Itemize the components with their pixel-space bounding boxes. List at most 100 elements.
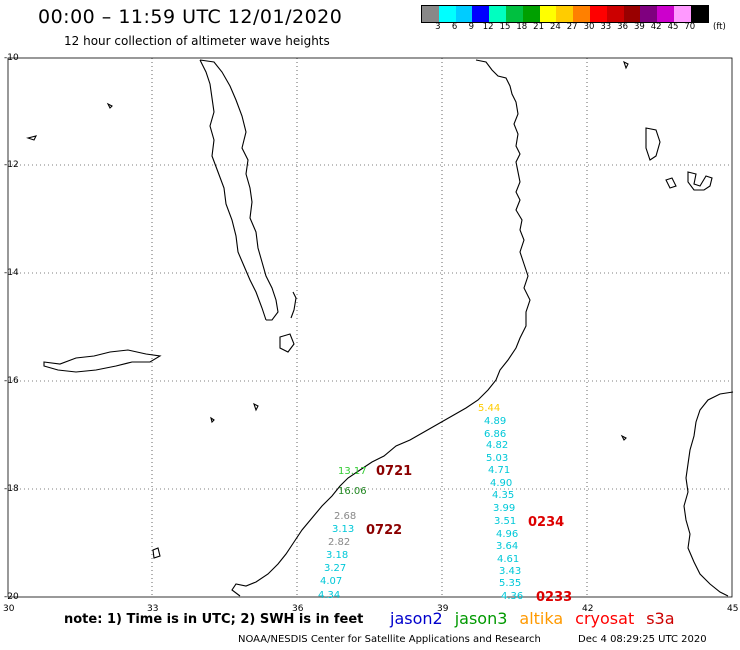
color-scale-swatch — [489, 6, 506, 22]
color-scale-tick-label: 18 — [516, 22, 528, 32]
lat-label-20: -20 — [4, 592, 19, 602]
lon-label-36: 36 — [292, 604, 304, 614]
color-scale-tick-label: 42 — [650, 22, 662, 32]
pass-time-label: 0233 — [536, 590, 573, 605]
madagascar-coast — [683, 391, 734, 597]
wave-height-label: 3.64 — [496, 541, 519, 552]
wave-height-label: 4.82 — [486, 440, 509, 451]
footer-credit: NOAA/NESDIS Center for Satellite Applica… — [238, 634, 541, 645]
chart-subtitle: 12 hour collection of altimeter wave hei… — [64, 34, 330, 48]
lon-label-42: 42 — [582, 604, 594, 614]
wave-height-label: 5.03 — [486, 453, 509, 464]
map-frame — [7, 57, 733, 598]
wave-height-label: 3.18 — [326, 550, 349, 561]
color-scale-tick-label: 12 — [482, 22, 494, 32]
lake-malawi — [199, 59, 279, 321]
wave-height-label: 4.71 — [488, 465, 511, 476]
lat-label-12: -12 — [4, 160, 19, 170]
wave-height-label: 4.34 — [318, 590, 341, 601]
lat-label-18: -18 — [4, 484, 19, 494]
wave-height-label: 13.17 — [338, 466, 367, 477]
legend-jason3: jason3 — [454, 609, 508, 628]
wave-height-label: 2.68 — [334, 511, 357, 522]
color-scale-tick-label: 15 — [499, 22, 511, 32]
color-scale-tick-label: 30 — [583, 22, 595, 32]
wave-height-label: 5.35 — [499, 578, 522, 589]
tz-moz-coast — [231, 59, 531, 597]
lon-label-30: 30 — [3, 604, 15, 614]
pass-time-label: 0722 — [366, 523, 403, 538]
color-scale-tick-label: 21 — [533, 22, 544, 32]
comoros-island-4 — [623, 60, 629, 70]
wave-height-label: 2.82 — [328, 537, 351, 548]
lon-label-45: 45 — [727, 604, 739, 614]
islet-4 — [210, 416, 215, 424]
legend-cryosat: cryosat — [575, 609, 635, 628]
wave-height-label: 3.27 — [324, 563, 347, 574]
wave-height-label: 4.36 — [501, 591, 524, 602]
wave-height-label: 4.96 — [496, 529, 519, 540]
lake-malawi-south — [290, 291, 297, 319]
island-small — [279, 333, 295, 353]
footer-timestamp: Dec 4 08:29:25 UTC 2020 — [578, 634, 707, 645]
islet-3 — [620, 434, 627, 441]
color-scale-swatch — [657, 6, 674, 22]
islet-1 — [253, 402, 259, 412]
grid-lines — [8, 58, 732, 597]
coastlines — [26, 59, 734, 597]
wave-height-label: 4.90 — [490, 478, 513, 489]
color-scale-unit: (ft) — [713, 22, 726, 32]
color-scale-swatch — [606, 6, 624, 22]
wave-height-label: 4.61 — [497, 554, 520, 565]
color-scale-swatch — [422, 6, 439, 22]
color-scale-tick-label: 3 — [435, 22, 441, 32]
color-scale-labels: 3 6 9 12 15 18 21 24 27 30 33 36 39 42 45 70 — [421, 22, 721, 34]
color-scale-swatch — [589, 6, 607, 22]
color-scale-swatch — [455, 6, 473, 22]
legend-altika: altika — [519, 609, 564, 628]
islet-2 — [152, 547, 161, 559]
color-scale-swatch — [472, 6, 490, 22]
wave-height-label: 16.06 — [338, 486, 367, 497]
lon-label-39: 39 — [437, 604, 449, 614]
color-scale-tick-label: 33 — [600, 22, 612, 32]
pass-time-label: 0721 — [376, 464, 413, 479]
color-scale-swatch — [556, 6, 574, 22]
wave-height-label: 5.44 — [478, 403, 501, 414]
comoros-island-3 — [687, 171, 713, 191]
pass-time-label: 0234 — [528, 515, 565, 530]
wave-height-label: 6.86 — [484, 429, 507, 440]
lake-kariba — [43, 349, 162, 373]
wave-height-label: 3.43 — [499, 566, 522, 577]
color-scale-swatch — [539, 6, 557, 22]
color-scale-tick-label: 45 — [667, 22, 679, 32]
color-scale-tick-label: 27 — [566, 22, 578, 32]
wave-height-label: 4.89 — [484, 416, 507, 427]
legend-jason2: jason2 — [390, 609, 443, 628]
color-scale-swatch — [623, 6, 641, 22]
lake-fragment — [26, 135, 38, 141]
footer-note: note: 1) Time is in UTC; 2) SWH is in fe… — [64, 612, 364, 627]
wave-height-label: 3.13 — [332, 524, 355, 535]
color-scale-swatch — [438, 6, 456, 22]
legend-s3a: s3a — [646, 609, 675, 628]
lat-label-16: -16 — [4, 376, 19, 386]
color-scale-tick-label: 36 — [617, 22, 628, 32]
color-scale-swatch — [573, 6, 590, 22]
islet-5 — [106, 102, 113, 109]
comoros-island-1 — [645, 127, 661, 161]
color-scale-tick-label: 39 — [633, 22, 645, 32]
color-scale-swatch — [505, 6, 523, 22]
wave-height-label: 3.51 — [494, 516, 517, 527]
color-scale-swatch — [640, 6, 658, 22]
satellite-legend: jason2 jason3 altika cryosat s3a — [390, 609, 687, 628]
comoros-island-2 — [665, 177, 677, 189]
color-scale-swatch — [690, 6, 708, 22]
color-scale-tick-label: 9 — [468, 22, 475, 32]
lat-label-10: -10 — [4, 53, 19, 63]
chart-title: 00:00 – 11:59 UTC 12/01/2020 — [38, 6, 343, 28]
lon-label-33: 33 — [147, 604, 159, 614]
color-scale-swatch — [673, 6, 691, 22]
color-scale-bar — [421, 5, 709, 23]
